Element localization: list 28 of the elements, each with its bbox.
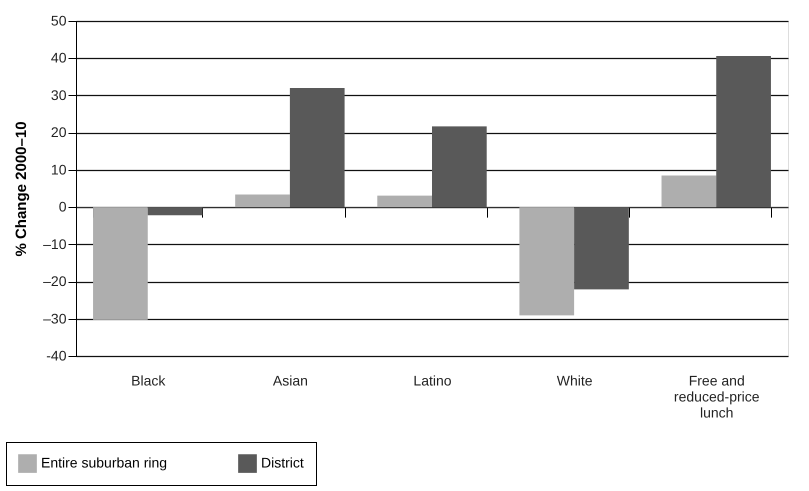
x-tick-label: Free and reduced-price lunch — [674, 372, 760, 420]
y-tick-label: –20 — [43, 273, 67, 290]
bar — [432, 126, 487, 208]
bar — [574, 207, 629, 290]
y-tick-label: 20 — [50, 124, 67, 140]
y-tick-label: 50 — [50, 12, 67, 28]
y-tick-label: 40 — [50, 50, 67, 66]
x-tick-label: White — [556, 372, 593, 388]
bar — [93, 207, 148, 320]
bar — [716, 56, 771, 208]
bar — [290, 88, 345, 208]
y-tick-label: -40 — [46, 348, 67, 364]
legend-label: District — [261, 454, 304, 471]
x-tick-label: Asian — [272, 372, 308, 388]
y-tick-label: –30 — [43, 310, 67, 326]
bar — [519, 207, 574, 316]
x-tick-label: Latino — [413, 372, 452, 388]
y-tick-label: –10 — [43, 236, 67, 252]
y-tick-label: 10 — [50, 161, 67, 178]
bar — [148, 207, 202, 216]
legend-label: Entire suburban ring — [41, 454, 168, 471]
y-tick-label: 30 — [50, 86, 67, 103]
y-axis-title: % Change 2000–10 — [13, 121, 30, 257]
bar — [662, 175, 716, 208]
y-tick-label: 0 — [58, 198, 67, 215]
bar — [235, 194, 290, 208]
x-tick-label: Black — [131, 372, 166, 388]
bar — [377, 196, 432, 208]
